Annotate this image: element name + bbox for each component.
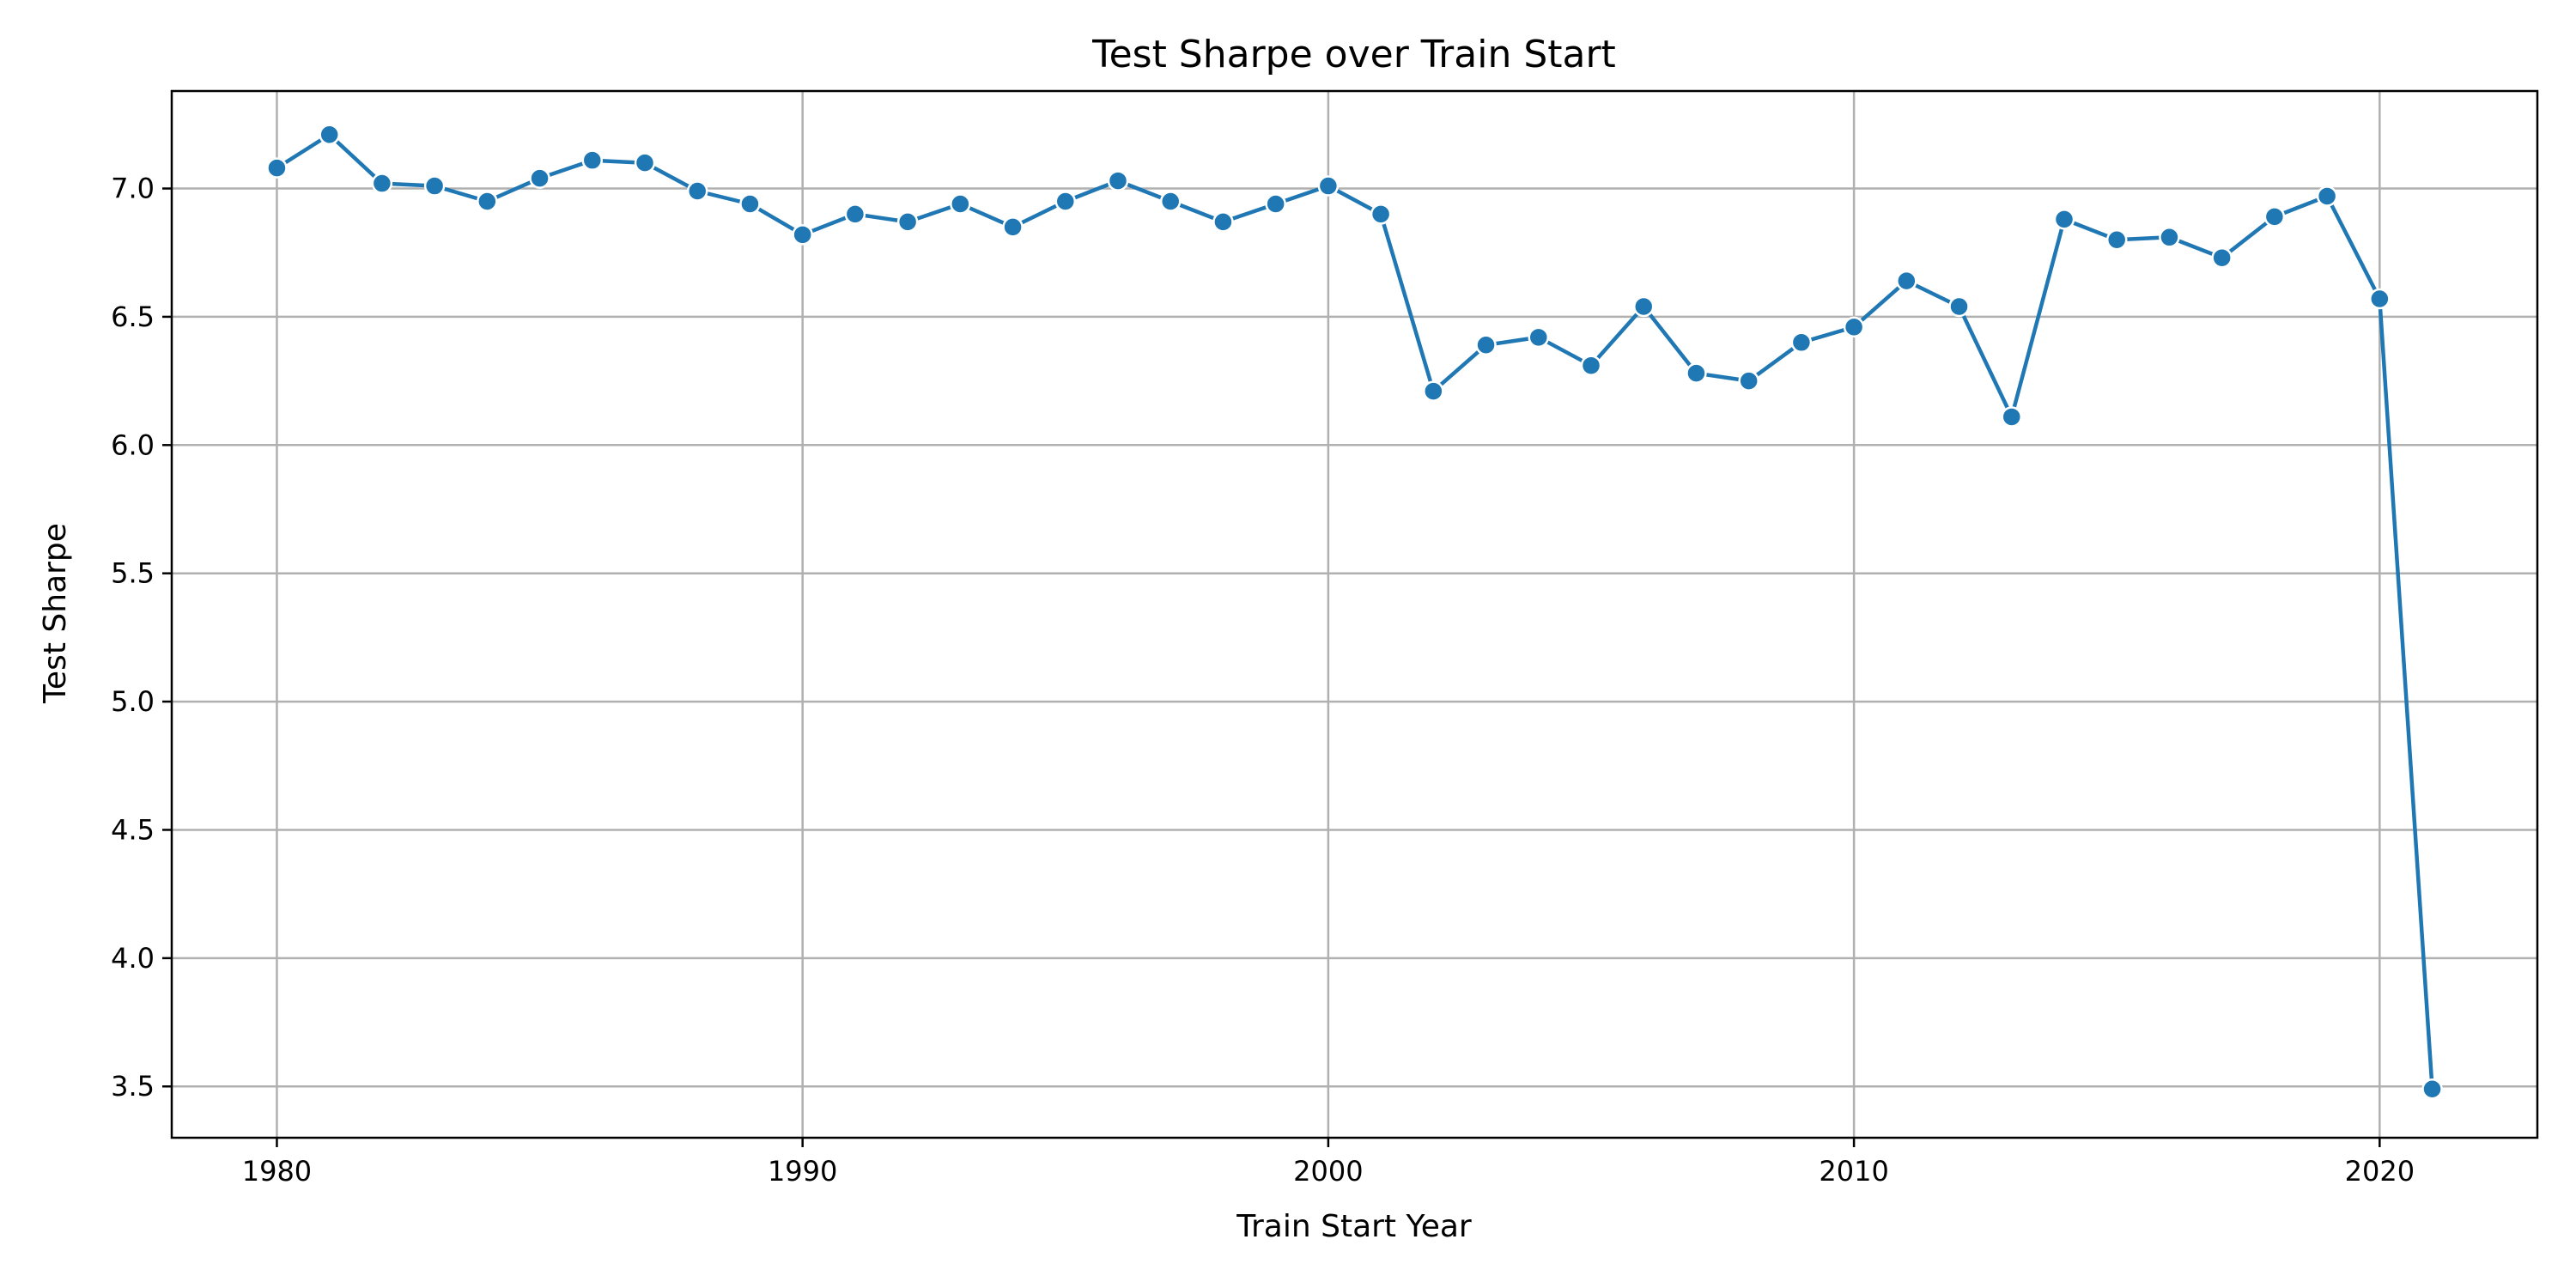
data-point [1159,191,1182,212]
plot-frame [170,89,2539,1139]
data-point [2263,206,2286,228]
y-tick-label: 5.0 [111,685,155,718]
data-point [2369,288,2391,310]
data-point [739,193,761,215]
data-point [2159,227,2180,248]
data-point [2105,229,2128,251]
data-point [2421,1078,2443,1100]
data-point [1632,295,1655,318]
y-tick-label: 7.0 [111,173,155,205]
y-axis-label: Test Sharpe [38,523,73,704]
data-point [1528,326,1550,349]
data-point [2316,185,2338,207]
x-tick-label: 2000 [1293,1155,1363,1188]
data-point [1790,331,1813,354]
grid-layer [172,91,2537,1138]
data-point [686,180,708,202]
data-point [1054,191,1077,212]
data-point [1948,295,1970,318]
x-tick-label: 2020 [2345,1155,2415,1188]
x-tick-label: 2010 [1819,1155,1888,1188]
data-point [2211,246,2233,269]
x-tick-label: 1980 [242,1155,312,1188]
data-point [1475,334,1497,356]
data-point [1212,211,1234,233]
y-axis: 3.5 4.0 4.5 5.0 5.5 6.0 6.5 7.0 [111,173,172,1103]
data-point [1686,362,1707,384]
data-point [1896,270,1917,292]
x-tick-label: 1990 [768,1155,837,1188]
data-point [529,167,550,189]
chart-title: Test Sharpe over Train Start [1091,33,1616,76]
y-tick-label: 6.5 [111,301,155,333]
data-point [423,175,446,197]
data-point [1265,193,1286,215]
data-point [2001,406,2023,428]
data-point [844,204,866,225]
y-tick-label: 3.5 [111,1070,155,1103]
y-tick-label: 6.0 [111,428,155,461]
x-axis-label: Train Start Year [1236,1209,1472,1244]
data-point [1580,355,1602,376]
y-tick-label: 5.5 [111,557,155,590]
data-point [1317,175,1340,197]
data-point [1107,170,1129,191]
data-point [1843,316,1865,338]
y-tick-label: 4.5 [111,813,155,846]
data-point [950,193,971,215]
data-point [319,124,340,146]
data-point [792,224,813,246]
data-point [371,173,393,194]
data-point [477,191,498,212]
data-point [266,157,288,179]
data-point [634,152,656,173]
y-tick-label: 4.0 [111,942,155,975]
data-point [2053,209,2075,230]
x-axis: 1980 1990 2000 2010 2020 [242,1138,2415,1188]
data-point [1370,204,1392,225]
data-point [1738,370,1759,392]
data-point [581,149,604,171]
series-layer [266,124,2443,1100]
data-point [1423,380,1444,402]
data-point [1002,216,1024,238]
data-point [896,211,919,233]
